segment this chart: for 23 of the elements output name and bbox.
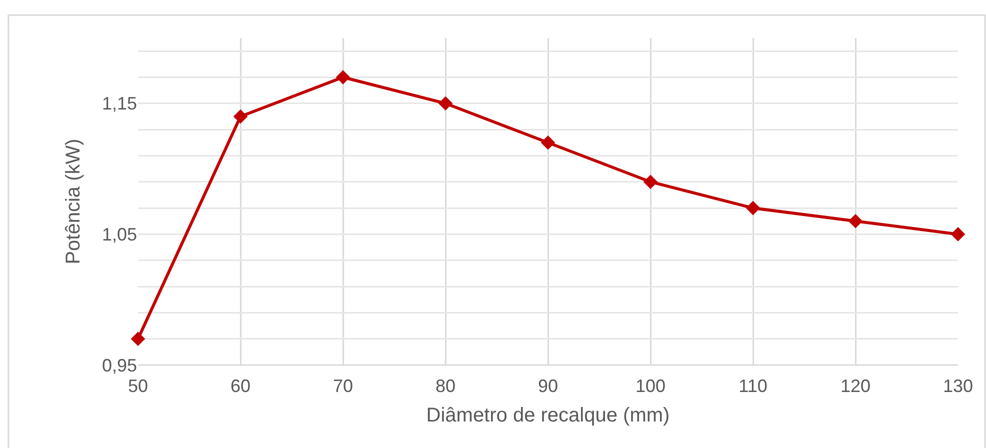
point <box>130 332 146 346</box>
point <box>336 70 350 84</box>
x-tick-label: 80 <box>435 376 456 396</box>
y-tick-label: 1,05 <box>102 224 137 244</box>
x-tick-label: 90 <box>538 376 558 396</box>
y-tick-label: 0,95 <box>102 355 137 376</box>
x-tick-label: 130 <box>942 376 974 396</box>
point <box>950 227 966 242</box>
x-tick-label: 70 <box>332 376 354 396</box>
point <box>540 135 556 150</box>
x-tick-label: 50 <box>128 376 148 396</box>
point <box>233 109 248 124</box>
y-tick-label: 1,15 <box>102 94 137 114</box>
point <box>746 200 760 216</box>
point <box>643 174 658 190</box>
x-axis-title: Diâmetro de recalque (mm) <box>426 404 670 426</box>
y-axis-title: Potência (kW) <box>62 138 84 264</box>
x-tick-label: 60 <box>230 376 251 396</box>
x-tick-label: 100 <box>635 376 666 396</box>
x-tick-label: 110 <box>738 376 768 396</box>
point <box>848 214 863 228</box>
point <box>438 96 453 111</box>
x-tick-label: 120 <box>840 376 871 396</box>
